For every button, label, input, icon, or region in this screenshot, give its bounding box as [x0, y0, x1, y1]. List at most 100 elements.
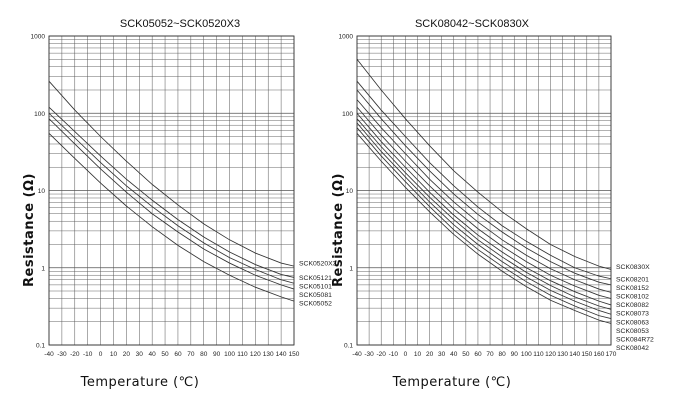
x-tick-label: 70: [187, 351, 195, 358]
plot-frame: [48, 35, 295, 346]
x-tick-label: 130: [263, 351, 274, 358]
y-tick-label: 10: [346, 188, 354, 195]
y-tick-label: 1000: [339, 34, 354, 41]
x-tick-label: 140: [569, 351, 580, 358]
legend-label: SCK084R72: [616, 336, 654, 343]
x-tick-label: 30: [438, 351, 446, 358]
chart-left-x-label: Temperature (℃): [80, 375, 200, 390]
x-tick-label: 90: [511, 351, 519, 358]
x-tick-label: -20: [70, 351, 80, 358]
chart-title-left: SCK05052~SCK0520X3: [120, 18, 240, 30]
chart-title-right: SCK08042~SCK0830X: [415, 18, 530, 30]
x-tick-label: 20: [426, 351, 434, 358]
x-tick-label: 40: [450, 351, 458, 358]
x-tick-label: -20: [376, 351, 386, 358]
x-tick-label: 150: [581, 351, 592, 358]
y-tick-label: 10: [38, 188, 46, 195]
x-tick-label: 40: [149, 351, 157, 358]
legend-label: SCK08201: [616, 276, 649, 283]
series-line-sck0520x3: [48, 80, 295, 267]
chart-right-x-label: Temperature (℃): [392, 375, 512, 390]
legend-label: SCK08152: [616, 285, 649, 292]
x-tick-label: 10: [110, 351, 118, 358]
series-line-sck08042: [356, 133, 612, 324]
y-tick-label: 1: [349, 265, 353, 272]
x-tick-label: 120: [545, 351, 556, 358]
series-line-sck0830x: [356, 58, 612, 270]
x-tick-label: 100: [224, 351, 235, 358]
series-line-sck05081: [48, 118, 295, 290]
x-tick-label: -30: [364, 351, 374, 358]
x-tick-label: 30: [136, 351, 144, 358]
y-tick-label: 0.1: [36, 343, 45, 350]
x-tick-label: -10: [389, 351, 399, 358]
x-tick-label: 70: [486, 351, 494, 358]
x-tick-label: 100: [521, 351, 532, 358]
legend-label: SCK08073: [616, 311, 649, 318]
chart-left: SCK05052~SCK0520X3 -40 -30 -20 -10 0 10 20 30 40…: [22, 18, 337, 390]
x-tick-label: 0: [404, 351, 408, 358]
legend-label: SCK05101: [299, 284, 332, 291]
series-line-sck05101: [48, 112, 295, 284]
chart-left-x-ticks: -40 -30 -20 -10 0 10 20 30 40 50 60 70 80 90 100 110 120…: [44, 351, 300, 358]
chart-right-series: [356, 58, 612, 324]
y-tick-label: 0.1: [344, 343, 353, 350]
series-line-sck05052: [48, 133, 295, 302]
legend-label: SCK08053: [616, 328, 649, 335]
legend-label: SCK05081: [299, 292, 332, 299]
x-tick-label: 60: [174, 351, 182, 358]
x-tick-label: 170: [606, 351, 617, 358]
legend-label: SCK0520X3: [299, 261, 337, 268]
x-tick-label: 150: [289, 351, 300, 358]
chart-left-y-label: Resistance (Ω): [22, 173, 37, 287]
series-line-sck08063: [356, 118, 612, 310]
x-tick-label: 50: [462, 351, 470, 358]
x-tick-label: -30: [57, 351, 67, 358]
chart-right-x-ticks: -40 -30 -20 -10 0 10 20 30 40 50 60 70 80 90 100 110 120…: [352, 351, 617, 358]
series-line-sck08201: [356, 80, 612, 280]
series-line-sck08082: [356, 106, 612, 299]
x-tick-label: 50: [161, 351, 169, 358]
series-line-sck08102: [356, 99, 612, 293]
y-tick-label: 100: [342, 111, 353, 118]
x-tick-label: -10: [83, 351, 93, 358]
series-line-sck05121: [48, 106, 295, 278]
chart-right-grid: [356, 35, 612, 346]
legend-label: SCK05121: [299, 275, 332, 282]
x-tick-label: 90: [213, 351, 221, 358]
x-tick-label: 120: [250, 351, 261, 358]
series-line-sck08053: [356, 122, 612, 315]
legend-label: SCK08042: [616, 345, 649, 352]
chart-right-y-ticks: 0.1 1 10 100 1000: [339, 34, 354, 350]
legend-label: SCK0830X: [616, 264, 650, 271]
legend-label: SCK05052: [299, 301, 332, 308]
x-tick-label: 10: [414, 351, 422, 358]
series-line-sck08073: [356, 112, 612, 306]
x-tick-label: 140: [276, 351, 287, 358]
chart-right-y-label: Resistance (Ω): [331, 173, 346, 287]
series-line-sck084r72: [356, 127, 612, 319]
x-tick-label: 110: [237, 351, 248, 358]
plot-frame: [356, 35, 612, 346]
y-tick-label: 100: [34, 111, 45, 118]
chart-left-series: [48, 80, 295, 302]
legend-label: SCK08063: [616, 319, 649, 326]
chart-right: SCK08042~SCK0830X -40 -30 -20 -10 0 10 20 30 40 5…: [331, 18, 654, 390]
x-tick-label: 160: [593, 351, 604, 358]
x-tick-label: 130: [557, 351, 568, 358]
x-tick-label: 20: [123, 351, 131, 358]
x-tick-label: 60: [474, 351, 482, 358]
x-tick-label: 80: [200, 351, 208, 358]
legend-label: SCK08102: [616, 293, 649, 300]
x-tick-label: -40: [44, 351, 54, 358]
legend-label: SCK08082: [616, 302, 649, 309]
y-tick-label: 1: [41, 265, 45, 272]
x-tick-label: 0: [99, 351, 103, 358]
x-tick-label: -40: [352, 351, 362, 358]
x-tick-label: 110: [533, 351, 544, 358]
chart-left-y-ticks: 0.1 1 10 100 1000: [31, 34, 46, 350]
series-line-sck08152: [356, 89, 612, 286]
